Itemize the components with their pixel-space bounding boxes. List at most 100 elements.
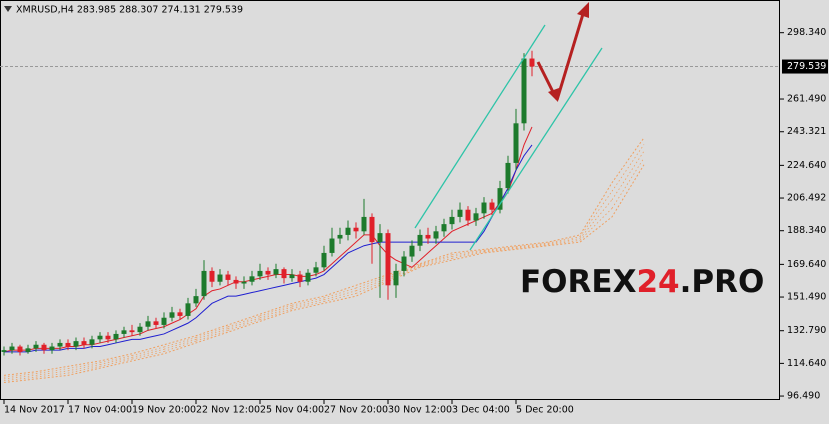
cloud-hatch: [227, 319, 261, 331]
cloud-hatch: [35, 372, 69, 378]
cloud-hatch: [259, 304, 293, 317]
cloud-hatch: [291, 299, 325, 308]
candle-body: [209, 270, 215, 282]
candle-body: [417, 234, 423, 246]
cloud-hatch: [579, 208, 613, 241]
candle-body: [121, 330, 127, 334]
candle-body: [473, 213, 479, 221]
candle-body: [161, 317, 167, 325]
cloud-hatch: [291, 297, 325, 306]
cloud-hatch: [451, 249, 485, 256]
candle-body: [273, 269, 279, 275]
candle-body: [49, 346, 55, 351]
cloud-hatch: [323, 287, 357, 299]
candle-body: [353, 227, 359, 232]
cloud-hatch: [291, 301, 325, 310]
candle-body: [529, 58, 535, 67]
candle-body: [137, 326, 143, 333]
candle-body: [401, 256, 407, 271]
candle-body: [513, 123, 519, 163]
candle-body: [505, 162, 511, 189]
cloud-hatch: [323, 293, 357, 302]
x-tick-label: 27 Nov 20:00: [324, 405, 388, 416]
chart-title: XMRUSD,H4 283.985 288.307 274.131 279.53…: [16, 5, 243, 16]
forecast-arrow: [536, 61, 557, 97]
candle-body: [97, 335, 103, 340]
cloud-hatch: [99, 356, 133, 365]
cloud-hatch: [67, 362, 101, 369]
y-tick-label: 261.490: [787, 94, 826, 105]
cloud-hatch: [259, 308, 293, 320]
cloud-hatch: [99, 358, 133, 367]
cloud-hatch: [195, 326, 229, 338]
cloud-hatch: [163, 337, 197, 348]
candle-body: [249, 276, 255, 282]
cloud-hatch: [579, 191, 613, 237]
candle-body: [377, 233, 383, 243]
cloud-hatch: [227, 315, 261, 328]
candle-body: [225, 274, 231, 280]
cloud-line: [3, 164, 645, 384]
candle-body: [217, 274, 223, 282]
watermark-part: FOREX: [520, 264, 637, 300]
candle-body: [113, 333, 119, 340]
channel-line: [414, 24, 546, 229]
y-tick-label: 243.321: [787, 126, 826, 137]
cloud-hatch: [99, 355, 133, 364]
candle-body: [329, 238, 335, 253]
cloud-hatch: [483, 246, 517, 251]
cloud-hatch: [611, 157, 645, 209]
y-tick-label: 96.490: [787, 391, 820, 402]
x-tick-label: 19 Nov 20:00: [132, 405, 196, 416]
cloud-hatch: [547, 239, 581, 246]
candle-body: [41, 344, 47, 351]
x-tick-label: 5 Dec 20:00: [516, 405, 574, 416]
cloud-line: [3, 137, 645, 376]
candle-body: [145, 321, 151, 327]
cloud-hatch: [611, 150, 645, 201]
candle-body: [441, 224, 447, 232]
candle-body: [481, 202, 487, 214]
watermark-part: .PRO: [680, 264, 765, 300]
cloud-hatch: [131, 348, 165, 358]
candle-body: [33, 344, 39, 349]
x-tick-label: 14 Nov 2017: [4, 405, 65, 416]
candle-body: [177, 312, 183, 316]
candle-body: [313, 267, 319, 273]
y-tick-label: 188.340: [787, 225, 826, 236]
candle-body: [521, 58, 527, 124]
candle-body: [25, 348, 31, 352]
cloud-hatch: [131, 351, 165, 360]
cloud-hatch: [611, 144, 645, 192]
y-tick-label: 132.790: [787, 325, 826, 336]
plot-area: [0, 50, 780, 384]
last-price-box: [782, 59, 828, 74]
x-tick-label: 17 Nov 04:00: [68, 405, 132, 416]
indicator-line: [4, 144, 533, 353]
cloud-hatch: [579, 199, 613, 239]
candle-body: [465, 209, 471, 221]
cloud-hatch: [3, 376, 37, 382]
cloud-hatch: [3, 373, 37, 378]
arrow-head: [577, 2, 589, 18]
cloud-hatch: [419, 257, 453, 267]
cloud-hatch: [67, 364, 101, 372]
candle-body: [385, 233, 391, 286]
cloud-hatch: [451, 251, 485, 259]
y-tick-label: 114.640: [787, 358, 826, 369]
x-tick-label: 3 Dec 04:00: [452, 405, 510, 416]
y-tick-label: 206.492: [787, 193, 826, 204]
cloud-hatch: [355, 277, 389, 292]
y-tick-label: 298.340: [787, 27, 826, 38]
candle-body: [73, 341, 79, 347]
candle-body: [369, 216, 375, 243]
candle-body: [193, 296, 199, 304]
candle-body: [17, 346, 23, 352]
cloud-hatch: [227, 317, 261, 329]
cloud-hatch: [515, 244, 549, 249]
candle-body: [361, 216, 367, 232]
watermark-part: 24: [636, 264, 679, 300]
x-tick-label: 22 Nov 12:00: [196, 405, 260, 416]
candle-body: [1, 350, 7, 352]
watermark: FOREX24.PRO: [520, 264, 764, 300]
